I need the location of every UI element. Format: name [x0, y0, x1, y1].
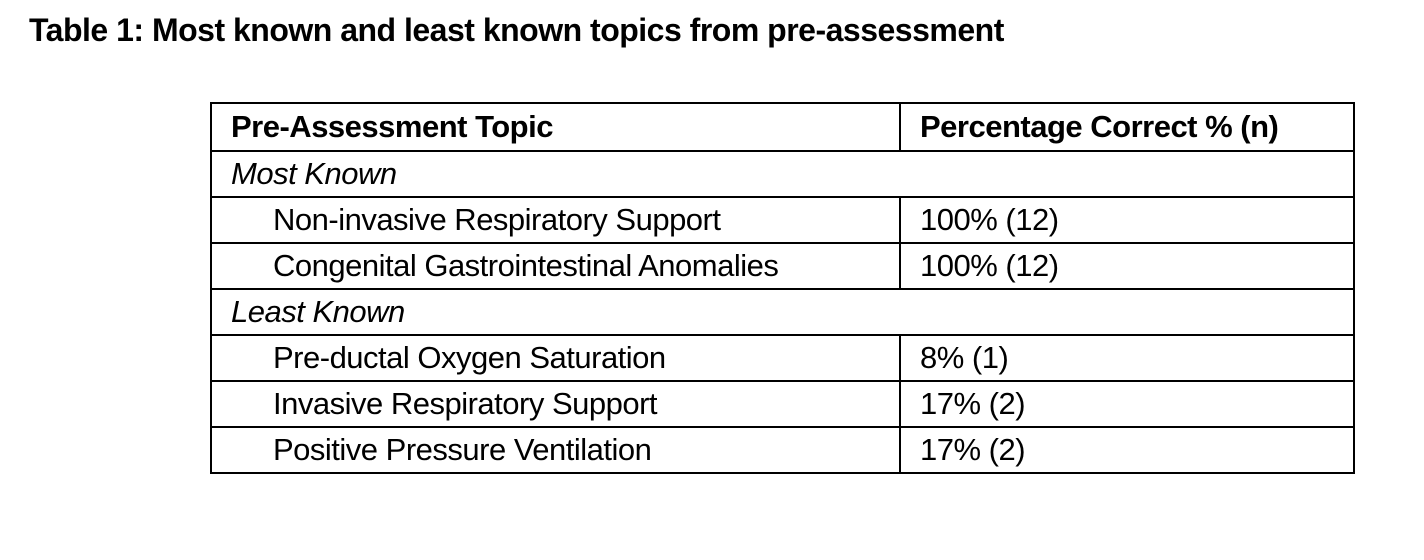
topics-table: Pre-Assessment Topic Percentage Correct …: [210, 102, 1355, 474]
percentage-cell: 17% (2): [899, 426, 1355, 474]
header-row: Pre-Assessment Topic Percentage Correct …: [210, 102, 1355, 152]
topic-cell: Invasive Respiratory Support: [210, 380, 901, 428]
table-row: Invasive Respiratory Support 17% (2): [210, 380, 1355, 428]
group-label: Least Known: [210, 288, 1355, 336]
group-row-least-known: Least Known: [210, 288, 1355, 336]
header-topic: Pre-Assessment Topic: [210, 102, 901, 152]
topic-cell: Pre-ductal Oxygen Saturation: [210, 334, 901, 382]
percentage-cell: 17% (2): [899, 380, 1355, 428]
header-percentage: Percentage Correct % (n): [899, 102, 1355, 152]
topic-cell: Positive Pressure Ventilation: [210, 426, 901, 474]
group-row-most-known: Most Known: [210, 150, 1355, 198]
percentage-cell: 100% (12): [899, 242, 1355, 290]
group-label: Most Known: [210, 150, 1355, 198]
table-row: Positive Pressure Ventilation 17% (2): [210, 426, 1355, 474]
topic-cell: Non-invasive Respiratory Support: [210, 196, 901, 244]
table-caption: Table 1: Most known and least known topi…: [29, 12, 1004, 48]
table-row: Congenital Gastrointestinal Anomalies 10…: [210, 242, 1355, 290]
percentage-cell: 8% (1): [899, 334, 1355, 382]
percentage-cell: 100% (12): [899, 196, 1355, 244]
topic-cell: Congenital Gastrointestinal Anomalies: [210, 242, 901, 290]
table-row: Non-invasive Respiratory Support 100% (1…: [210, 196, 1355, 244]
table-row: Pre-ductal Oxygen Saturation 8% (1): [210, 334, 1355, 382]
